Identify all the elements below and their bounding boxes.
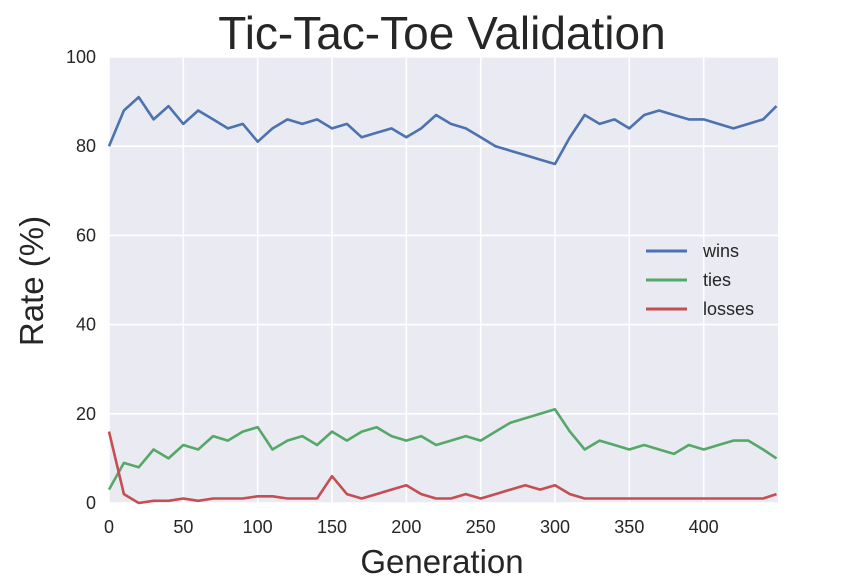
x-tick-label: 0: [104, 517, 114, 537]
y-tick-label: 60: [76, 225, 96, 245]
x-tick-label: 150: [317, 517, 347, 537]
x-tick-label: 400: [689, 517, 719, 537]
x-tick-label: 100: [243, 517, 273, 537]
series-line-losses: [107, 431, 777, 505]
legend-label-ties: ties: [703, 270, 731, 290]
y-tick-label: 20: [76, 404, 96, 424]
y-tick-label: 100: [66, 47, 96, 67]
legend-label-wins: wins: [702, 241, 739, 261]
x-tick-label: 300: [540, 517, 570, 537]
grid-lines: [108, 56, 778, 504]
series-line-ties: [107, 407, 778, 491]
x-axis-label: Generation: [360, 543, 523, 576]
x-tick-label: 250: [466, 517, 496, 537]
x-tick-label: 50: [173, 517, 193, 537]
y-tick-label: 80: [76, 136, 96, 156]
y-tick-label: 0: [86, 493, 96, 513]
chart-title: Tic-Tac-Toe Validation: [218, 7, 665, 59]
y-axis-label: Rate (%): [13, 216, 50, 346]
legend-label-losses: losses: [703, 299, 754, 319]
legend: wins ties losses: [646, 241, 754, 319]
x-tick-label: 350: [614, 517, 644, 537]
series-line-wins: [107, 95, 778, 166]
axis-ticks: 0 50 100 150 200 250 300 350 400 0 20 40 60 80 100: [66, 47, 719, 537]
y-tick-label: 40: [76, 315, 96, 335]
x-tick-label: 200: [391, 517, 421, 537]
series-lines: [107, 95, 778, 505]
